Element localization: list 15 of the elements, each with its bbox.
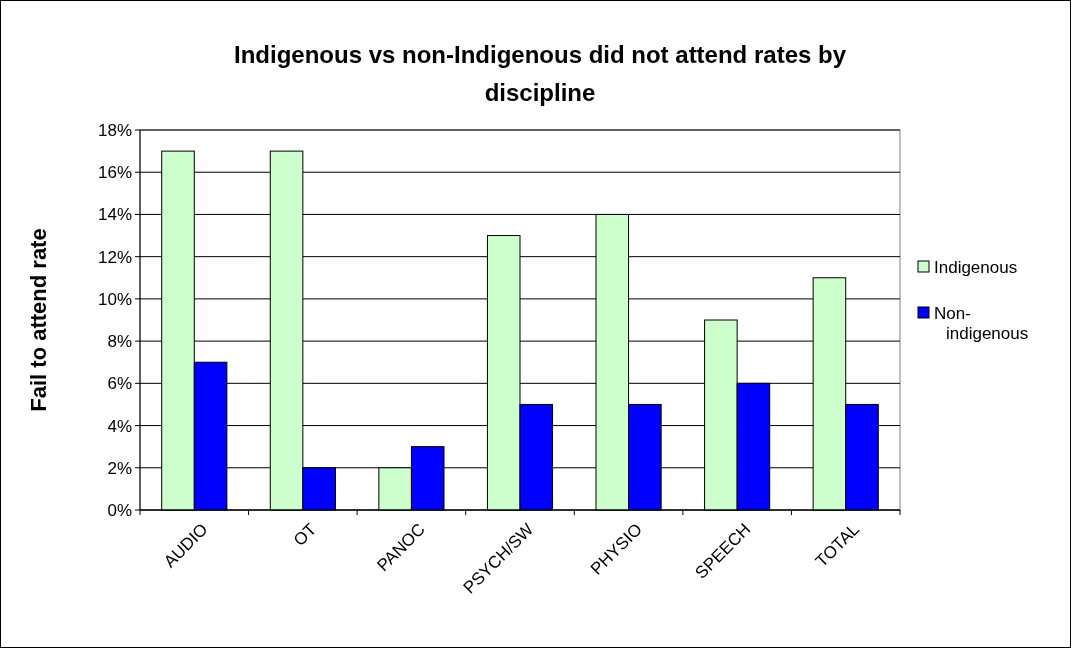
y-tick-label: 6% (107, 374, 132, 394)
y-tick-label: 16% (97, 163, 132, 183)
y-tick-label: 18% (97, 120, 132, 140)
x-tick-label: OT (289, 519, 321, 550)
chart-title: Indigenous vs non-Indigenous did not attend rates by discipline (233, 41, 847, 106)
y-tick-label: 2% (107, 458, 132, 478)
legend-label: Non-indigenous (934, 304, 1029, 343)
y-tick-label: 8% (107, 332, 132, 352)
y-axis-title: Fail to attend rate (26, 228, 51, 412)
y-tick-label: 14% (97, 205, 132, 225)
y-tick-label: 12% (97, 247, 132, 267)
y-tick-label: 4% (107, 416, 132, 436)
legend-label: Indigenous (934, 258, 1018, 277)
y-tick-label: 10% (97, 289, 132, 309)
y-tick-label: 0% (107, 500, 132, 520)
